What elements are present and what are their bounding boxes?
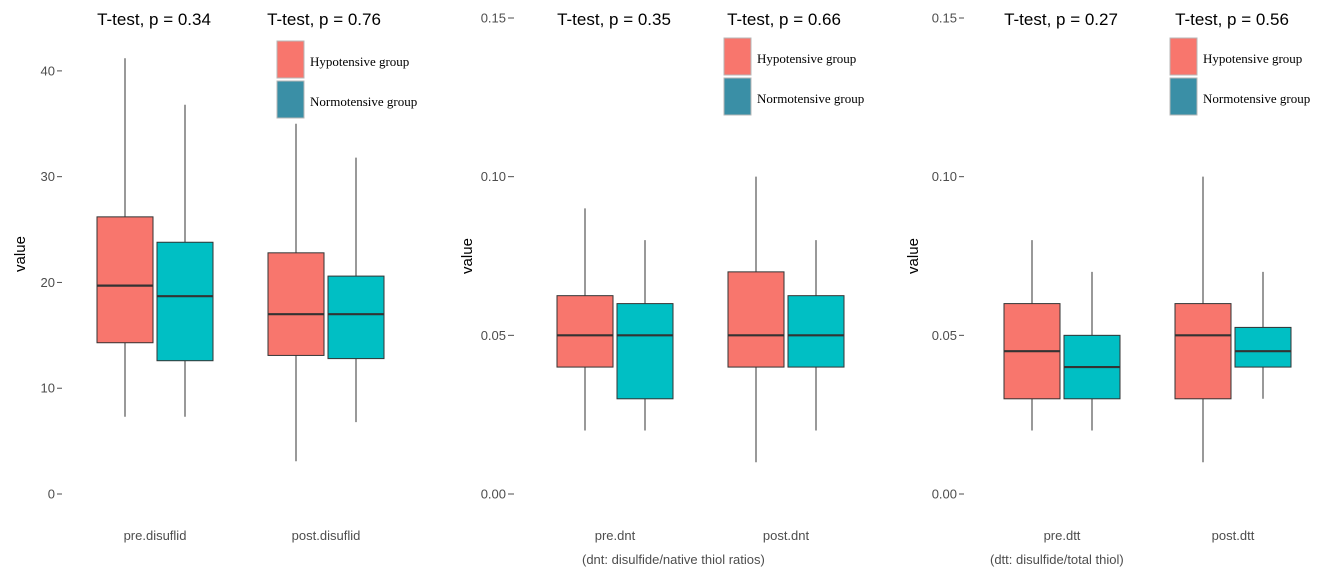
- box-body: [616, 303, 674, 400]
- x-tick-label: pre.dtt: [1044, 528, 1081, 543]
- box-body: [96, 216, 154, 344]
- box-normotensive-pre.dnt: [616, 240, 674, 431]
- ttest-annotation: T-test, p = 0.35: [557, 10, 671, 29]
- box-body: [327, 275, 385, 360]
- box-hypotensive-pre.dnt: [556, 208, 614, 431]
- box-normotensive-pre.disuflid: [156, 104, 214, 417]
- legend-label: Normotensive group: [757, 91, 864, 106]
- y-axis-title: value: [12, 236, 29, 272]
- y-tick-label: 0: [48, 487, 55, 502]
- x-tick-label: pre.dnt: [595, 528, 636, 543]
- y-tick-label: 0.10: [481, 169, 506, 184]
- legend-swatch-hypotensive: [723, 37, 752, 76]
- box-body: [727, 271, 785, 368]
- ttest-annotation: T-test, p = 0.76: [267, 10, 381, 29]
- box-body: [267, 252, 325, 356]
- y-tick-label: 0.00: [481, 487, 506, 502]
- box-body: [1174, 303, 1232, 400]
- legend: Hypotensive group Normotensive group: [276, 40, 417, 119]
- x-tick-label: pre.disuflid: [124, 528, 187, 543]
- legend: Hypotensive group Normotensive group: [1169, 37, 1310, 116]
- ttest-annotation: T-test, p = 0.27: [1004, 10, 1118, 29]
- legend-label: Normotensive group: [1203, 91, 1310, 106]
- y-tick-label: 30: [41, 169, 55, 184]
- y-tick-label: 20: [41, 275, 55, 290]
- legend-swatch-normotensive: [1169, 77, 1198, 116]
- legend-swatch-hypotensive: [1169, 37, 1198, 76]
- x-tick-label: post.dnt: [763, 528, 810, 543]
- abbreviation-note: (dnt: disulfide/native thiol ratios): [582, 552, 765, 567]
- legend-swatch-normotensive: [723, 77, 752, 116]
- box-hypotensive-pre.disuflid: [96, 58, 154, 417]
- y-axis-title: value: [905, 238, 922, 274]
- legend-label: Hypotensive group: [757, 51, 856, 66]
- legend-label: Hypotensive group: [310, 54, 409, 69]
- y-tick-label: 0.10: [932, 169, 957, 184]
- y-axis-title: value: [459, 238, 476, 274]
- y-tick-label: 0.15: [481, 11, 506, 26]
- y-tick-label: 40: [41, 63, 55, 78]
- y-tick-label: 10: [41, 381, 55, 396]
- legend-swatch-normotensive: [276, 80, 305, 119]
- box-hypotensive-post.dnt: [727, 176, 785, 463]
- legend: Hypotensive group Normotensive group: [723, 37, 864, 116]
- box-normotensive-post.dtt: [1234, 271, 1292, 399]
- ttest-annotation: T-test, p = 0.56: [1175, 10, 1289, 29]
- y-tick-label: 0.05: [932, 328, 957, 343]
- ttest-annotation: T-test, p = 0.66: [727, 10, 841, 29]
- box-body: [156, 241, 214, 362]
- legend-label: Normotensive group: [310, 94, 417, 109]
- chart-panel-1: 0 10 20 30 40 value pre.disuflid post.disuflid T…: [12, 10, 417, 543]
- box-body: [787, 295, 845, 368]
- x-tick-label: post.disuflid: [292, 528, 361, 543]
- chart-panel-3: 0.00 0.05 0.10 0.15 value pre.dtt post.dtt T-te…: [905, 10, 1310, 567]
- legend-label: Hypotensive group: [1203, 51, 1302, 66]
- box-normotensive-post.dnt: [787, 240, 845, 431]
- box-hypotensive-pre.dtt: [1003, 240, 1061, 431]
- box-normotensive-post.disuflid: [327, 157, 385, 423]
- ttest-annotation: T-test, p = 0.34: [97, 10, 211, 29]
- box-body: [1234, 326, 1292, 368]
- x-tick-label: post.dtt: [1212, 528, 1255, 543]
- legend-swatch-hypotensive: [276, 40, 305, 79]
- box-hypotensive-post.disuflid: [267, 123, 325, 462]
- abbreviation-note: (dtt: disulfide/total thiol): [990, 552, 1124, 567]
- y-tick-label: 0.05: [481, 328, 506, 343]
- y-tick-label: 0.00: [932, 487, 957, 502]
- box-body: [556, 295, 614, 368]
- box-hypotensive-post.dtt: [1174, 176, 1232, 463]
- chart-panel-2: 0.00 0.05 0.10 0.15 value pre.dnt post.dnt T-te…: [459, 10, 864, 567]
- y-tick-label: 0.15: [932, 11, 957, 26]
- box-normotensive-pre.dtt: [1063, 271, 1121, 431]
